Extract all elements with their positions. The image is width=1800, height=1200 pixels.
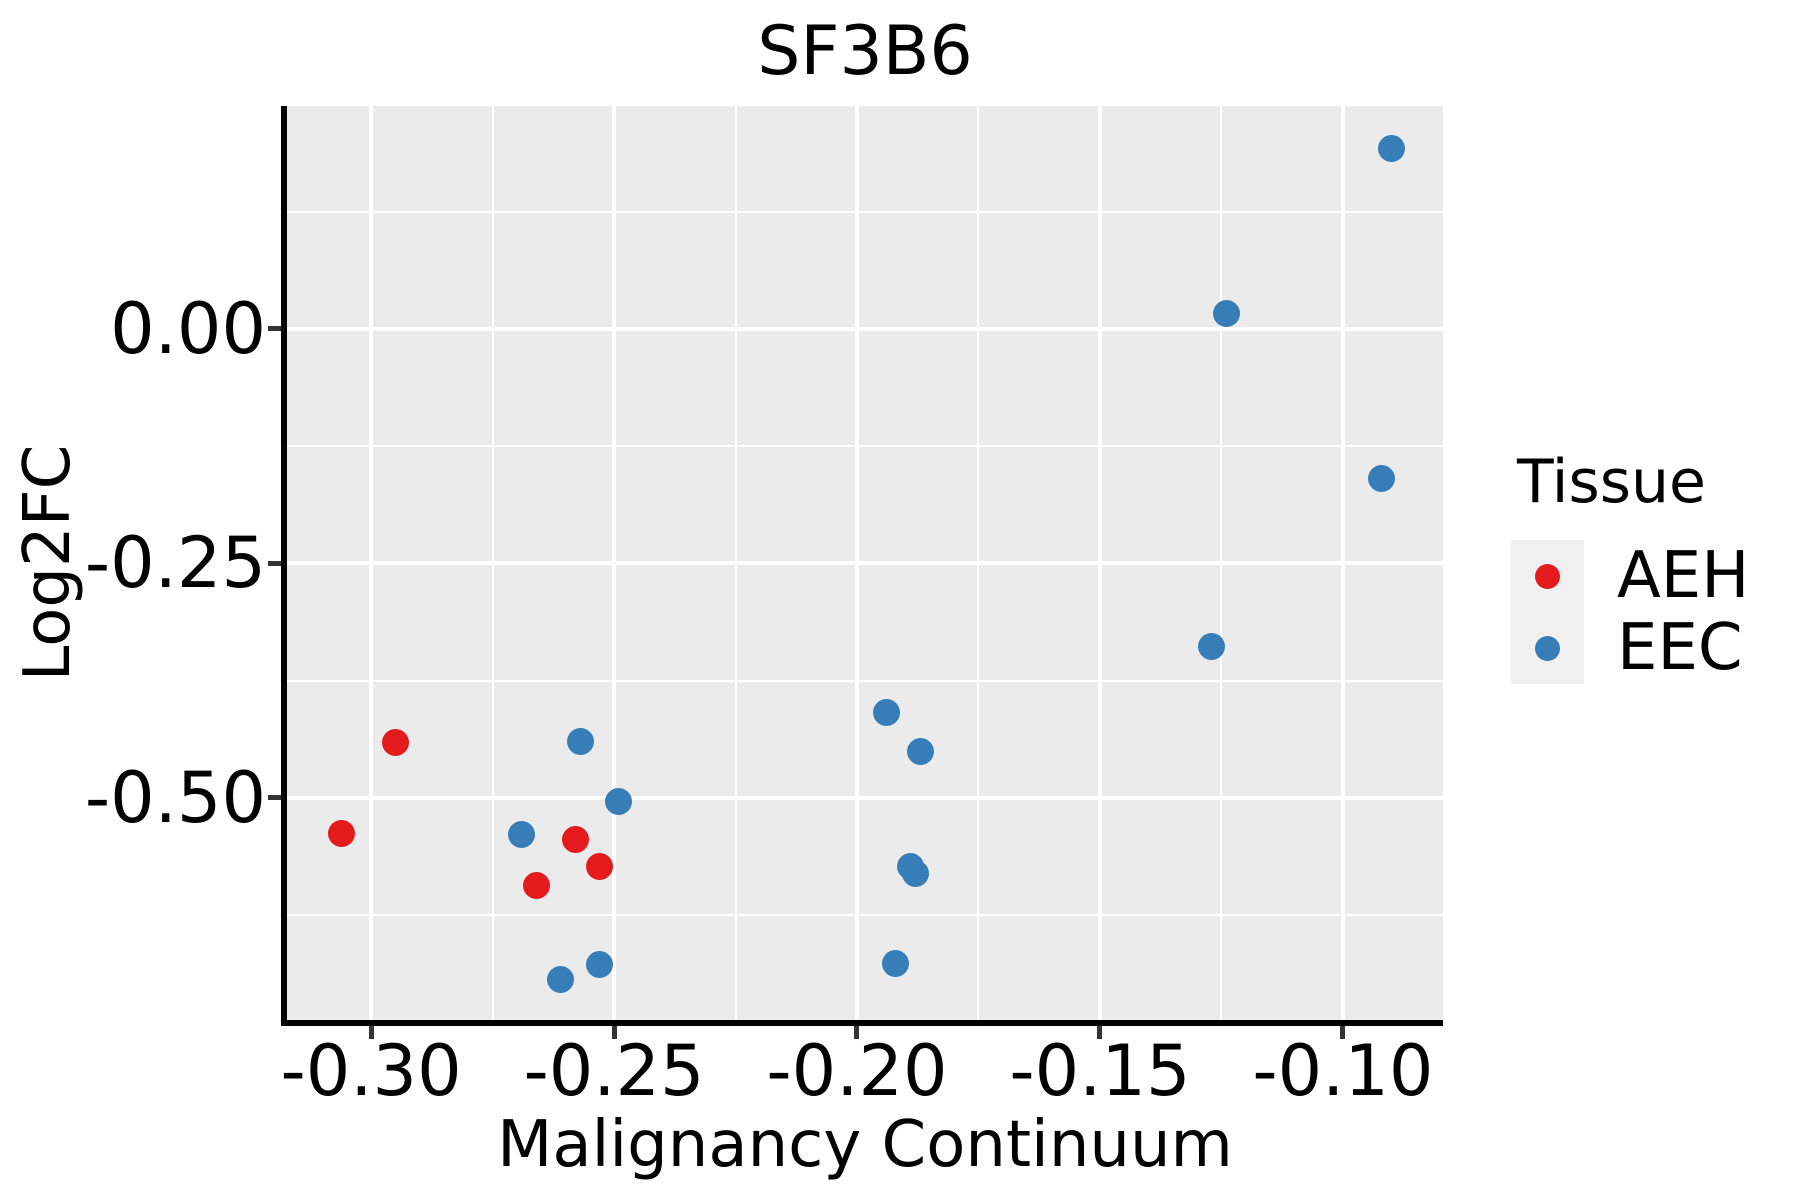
data-point-eec xyxy=(882,949,910,977)
x-tick-mark xyxy=(1097,1026,1103,1039)
x-tick-label: -0.25 xyxy=(523,1030,705,1112)
y-major-gridline xyxy=(287,326,1443,331)
legend-swatch-eec-icon xyxy=(1535,635,1560,661)
data-point-eec xyxy=(508,821,536,849)
x-tick-label: -0.30 xyxy=(280,1030,462,1112)
legend-label-eec: EEC xyxy=(1617,611,1743,685)
legend-key-aeh xyxy=(1511,540,1584,612)
legend-swatch-aeh-icon xyxy=(1535,563,1560,589)
y-tick-mark xyxy=(268,560,281,566)
data-point-aeh xyxy=(522,871,550,899)
data-point-eec xyxy=(901,860,929,888)
data-point-eec xyxy=(566,728,594,756)
y-minor-gridline xyxy=(287,210,1443,213)
y-tick-mark xyxy=(268,795,281,801)
data-point-eec xyxy=(1198,632,1226,660)
y-tick-label: -0.25 xyxy=(84,522,266,605)
x-tick-label: -0.15 xyxy=(1009,1030,1191,1112)
legend-key-eec xyxy=(1511,612,1584,684)
y-tick-label: -0.50 xyxy=(84,756,266,839)
chart-title: SF3B6 xyxy=(757,12,973,91)
data-point-eec xyxy=(1377,135,1405,163)
y-axis-line xyxy=(281,106,287,1026)
y-tick-label: 0.00 xyxy=(110,287,266,370)
x-axis-line xyxy=(281,1020,1443,1026)
legend-entries: AEH EEC xyxy=(1511,540,1749,684)
legend: Tissue AEH EEC xyxy=(1511,450,1749,684)
y-minor-gridline xyxy=(287,679,1443,682)
x-tick-mark xyxy=(1340,1026,1346,1039)
data-point-eec xyxy=(547,966,575,994)
x-axis-label: Malignancy Continuum xyxy=(497,1108,1233,1182)
data-point-aeh xyxy=(585,852,613,880)
plot-panel xyxy=(287,106,1443,1020)
legend-title: Tissue xyxy=(1517,447,1706,517)
data-point-eec xyxy=(605,788,633,816)
data-point-aeh xyxy=(561,825,589,853)
y-major-gridline xyxy=(287,561,1443,566)
data-point-aeh xyxy=(328,820,356,848)
x-tick-mark xyxy=(854,1026,860,1039)
legend-entry-aeh: AEH xyxy=(1511,540,1749,612)
y-minor-gridline xyxy=(287,445,1443,448)
y-minor-gridline xyxy=(287,914,1443,917)
data-point-eec xyxy=(1368,464,1396,492)
data-point-eec xyxy=(872,699,900,727)
data-point-aeh xyxy=(381,729,409,757)
x-tick-label: -0.20 xyxy=(766,1030,948,1112)
y-tick-mark xyxy=(268,326,281,332)
x-tick-mark xyxy=(368,1026,374,1039)
legend-label-aeh: AEH xyxy=(1617,539,1750,613)
legend-entry-eec: EEC xyxy=(1511,612,1749,684)
data-point-eec xyxy=(585,950,613,978)
y-major-gridline xyxy=(287,795,1443,800)
data-point-eec xyxy=(1212,300,1240,328)
x-tick-mark xyxy=(611,1026,617,1039)
data-point-eec xyxy=(906,737,934,765)
x-tick-label: -0.10 xyxy=(1252,1030,1434,1112)
